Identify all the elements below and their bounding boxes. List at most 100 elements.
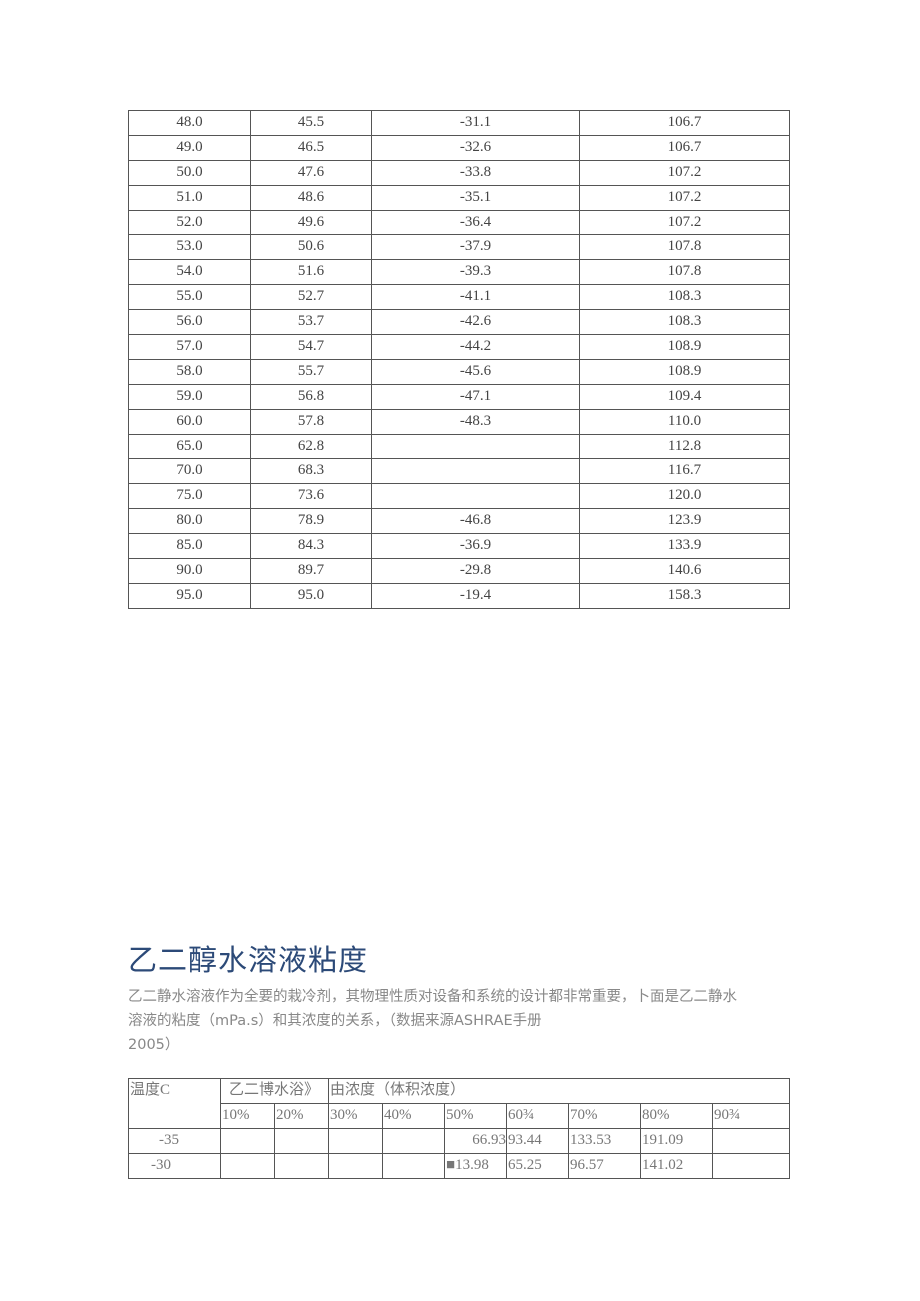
viscosity-cell (220, 1128, 275, 1154)
table-cell: -39.3 (371, 259, 580, 286)
viscosity-cell: 141.02 (640, 1153, 714, 1179)
table-cell: 52.0 (128, 209, 251, 236)
table-cell: -37.9 (371, 234, 580, 261)
viscosity-cell (382, 1128, 446, 1154)
table-cell: 46.5 (250, 134, 372, 161)
table-cell: 53.7 (250, 309, 372, 336)
table-cell: 56.8 (250, 383, 372, 410)
table-cell: -29.8 (371, 558, 580, 584)
table-cell: -47.1 (371, 383, 580, 410)
table-cell: 107.8 (579, 234, 790, 261)
concentration-header: 30% (328, 1103, 384, 1129)
table-cell: -46.8 (371, 508, 580, 535)
table-cell: 50.0 (128, 159, 251, 186)
table-cell: 110.0 (579, 408, 790, 435)
section-title: 乙二醇水溶液粘度 (128, 943, 369, 978)
concentration-header: 20% (273, 1103, 330, 1129)
table-cell: 107.2 (579, 184, 790, 211)
table-cell: 70.0 (128, 458, 251, 485)
table-row: 52.0 49.6 -36.4 107.2 (128, 209, 790, 236)
table-row: 57.0 54.7 -44.2 108.9 (128, 334, 790, 360)
table-cell: 50.6 (250, 234, 372, 261)
viscosity-cell (328, 1128, 384, 1154)
table-cell: -35.1 (371, 184, 580, 211)
table-cell: -33.8 (371, 159, 580, 186)
viscosity-cell (382, 1153, 446, 1179)
table-cell: 57.0 (128, 334, 251, 360)
table-cell: 62.8 (250, 433, 372, 460)
viscosity-cell: 93.44 (506, 1128, 570, 1154)
header-group-a: 乙二博水浴》 (219, 1078, 330, 1104)
viscosity-cell: 65.25 (506, 1153, 570, 1179)
viscosity-cell (273, 1128, 330, 1154)
table-cell: -45.6 (371, 358, 580, 385)
concentration-header: 80% (640, 1103, 714, 1129)
table-row: 48.0 45.5 -31.1 106.7 (128, 110, 790, 136)
table-cell: -48.3 (371, 408, 580, 435)
viscosity-cell (712, 1153, 791, 1179)
concentration-header: 10% (220, 1103, 275, 1129)
table-cell (371, 433, 580, 460)
table-cell: 158.3 (579, 582, 790, 609)
table-cell: -31.1 (371, 110, 580, 136)
table-cell: 59.0 (128, 383, 251, 410)
viscosity-cell: 66.93 (444, 1128, 508, 1154)
table-row: 70.0 68.3 116.7 (128, 458, 790, 485)
temperature-cell: -35 (128, 1128, 221, 1154)
table-cell: 95.0 (128, 582, 251, 609)
table-cell: 53.0 (128, 234, 251, 261)
table-cell: 73.6 (250, 483, 372, 510)
table-row: 54.0 51.6 -39.3 107.8 (128, 259, 790, 286)
viscosity-cell (712, 1128, 791, 1154)
paragraph-line: 2005） (128, 1037, 180, 1053)
table-cell: 90.0 (128, 558, 251, 584)
viscosity-cell: 96.57 (568, 1153, 642, 1179)
table-row: 95.0 95.0 -19.4 158.3 (128, 582, 790, 609)
table-cell: -41.1 (371, 284, 580, 311)
viscosity-cell: 191.09 (640, 1128, 714, 1154)
table-cell: 108.9 (579, 334, 790, 360)
table-cell: 47.6 (250, 159, 372, 186)
table-cell: 123.9 (579, 508, 790, 535)
table-cell: 112.8 (579, 433, 790, 460)
table-cell: 51.0 (128, 184, 251, 211)
table-cell: 108.3 (579, 309, 790, 336)
table-row: 80.0 78.9 -46.8 123.9 (128, 508, 790, 535)
table-row: 59.0 56.8 -47.1 109.4 (128, 383, 790, 410)
concentration-header: 40% (382, 1103, 446, 1129)
table-cell: 140.6 (579, 558, 790, 584)
table-cell: 52.7 (250, 284, 372, 311)
table-cell: 80.0 (128, 508, 251, 535)
table-row: 85.0 84.3 -36.9 133.9 (128, 533, 790, 560)
table-row: 58.0 55.7 -45.6 108.9 (128, 358, 790, 385)
table-cell: -44.2 (371, 334, 580, 360)
table-row: 56.0 53.7 -42.6 108.3 (128, 309, 790, 336)
table-cell: 60.0 (128, 408, 251, 435)
table-row: 53.0 50.6 -37.9 107.8 (128, 234, 790, 261)
header-temperature: 温度C (128, 1078, 221, 1129)
viscosity-table: 温度C 乙二博水浴》 由浓度（体积浓度） 10% 20% 30% 40% 50% 60¾ 7… (128, 1078, 791, 1179)
viscosity-cell (328, 1153, 384, 1179)
table-cell (371, 483, 580, 510)
table-cell: 68.3 (250, 458, 372, 485)
concentration-header: 90¾ (712, 1103, 791, 1129)
table-cell: -19.4 (371, 582, 580, 609)
table-row: 90.0 89.7 -29.8 140.6 (128, 558, 790, 584)
table-cell: 58.0 (128, 358, 251, 385)
table-cell: 89.7 (250, 558, 372, 584)
viscosity-cell (220, 1153, 275, 1179)
table-row: -30 ■13.98 65.25 96.57 141.02 (128, 1153, 791, 1179)
table-cell: 45.5 (250, 110, 372, 136)
table-cell: 57.8 (250, 408, 372, 435)
table-cell: 133.9 (579, 533, 790, 560)
viscosity-cell (273, 1153, 330, 1179)
table-cell (371, 458, 580, 485)
table-row: -35 66.93 93.44 133.53 191.09 (128, 1128, 791, 1154)
table-cell: 108.3 (579, 284, 790, 311)
table-cell: 85.0 (128, 533, 251, 560)
viscosity-cell: ■13.98 (444, 1153, 508, 1179)
table-cell: 106.7 (579, 110, 790, 136)
table-cell: 84.3 (250, 533, 372, 560)
table-row: 75.0 73.6 120.0 (128, 483, 790, 510)
table-cell: 48.0 (128, 110, 251, 136)
